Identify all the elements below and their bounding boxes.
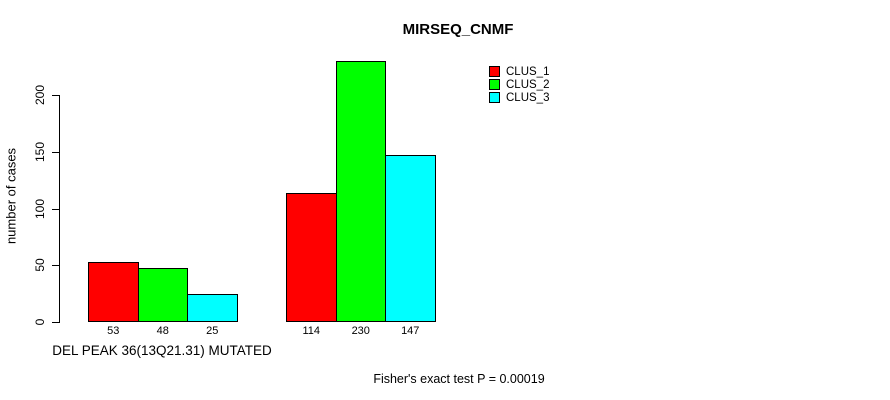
bar-value-label: 53	[107, 325, 120, 337]
bar-clus_2-group1	[137, 267, 188, 322]
y-axis-line	[59, 95, 60, 323]
bar-value-label: 114	[302, 325, 321, 337]
legend-item-clus_3: CLUS_3	[489, 91, 549, 104]
bar-clus_1-group1	[88, 261, 139, 322]
y-tick-mark	[52, 208, 59, 210]
x-group-label: DEL PEAK 36(13Q21.31) MUTATED	[52, 343, 272, 358]
legend-swatch-icon	[489, 92, 500, 103]
y-tick-label: 50	[33, 258, 47, 272]
bar-value-label: 147	[401, 325, 420, 337]
legend-swatch-icon	[489, 66, 500, 77]
y-tick-mark	[52, 265, 59, 267]
legend-item-clus_1: CLUS_1	[489, 65, 549, 78]
y-tick-mark	[52, 151, 59, 153]
chart-title: MIRSEQ_CNMF	[402, 21, 514, 38]
y-tick-label: 200	[33, 84, 47, 106]
legend-swatch-icon	[489, 79, 500, 90]
bar-clus_3-group2	[385, 155, 436, 322]
legend: CLUS_1 CLUS_2 CLUS_3	[489, 65, 549, 104]
y-tick-label: 0	[33, 318, 47, 326]
y-axis-label: number of cases	[3, 147, 19, 245]
legend-label: CLUS_2	[506, 78, 550, 91]
bar-value-label: 230	[351, 325, 370, 337]
bar-clus_2-group2	[335, 60, 386, 322]
y-tick-mark	[52, 95, 59, 96]
annotation-text: Fisher's exact test P = 0.00019	[373, 372, 545, 386]
legend-item-clus_2: CLUS_2	[489, 78, 549, 91]
y-tick-label: 150	[33, 141, 47, 162]
bar-value-label: 25	[206, 325, 219, 337]
y-tick-label: 100	[33, 198, 47, 219]
y-tick-mark	[52, 322, 59, 323]
bar-clus_1-group2	[286, 192, 337, 322]
legend-label: CLUS_1	[506, 65, 550, 78]
bar-value-label: 48	[156, 325, 169, 337]
bar-clus_3-group1	[187, 293, 238, 322]
legend-label: CLUS_3	[506, 91, 550, 104]
